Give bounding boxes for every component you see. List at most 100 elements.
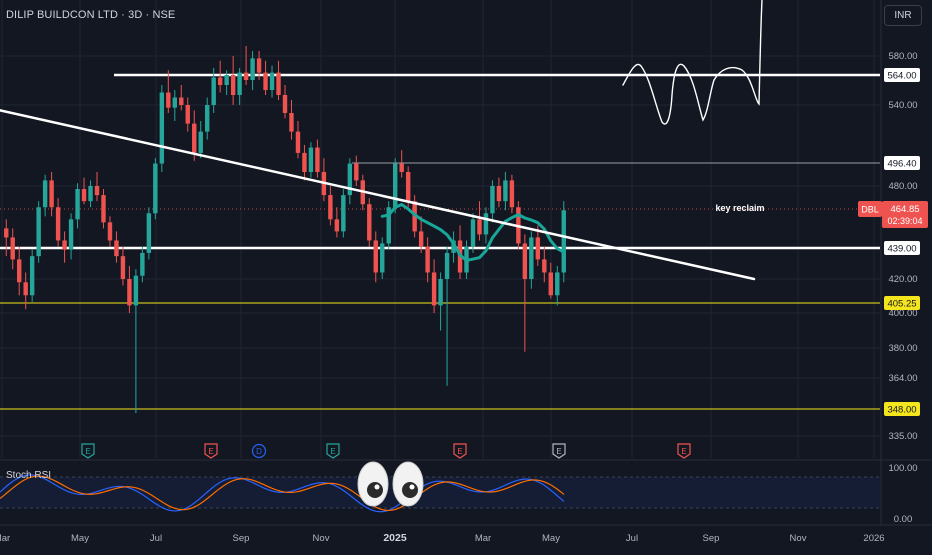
candle: [159, 85, 165, 172]
candle: [269, 65, 275, 98]
time-axis-tick: Mar: [475, 533, 491, 544]
time-axis: Mar May Jul Sep Nov 2025 Mar May Jul Sep Nov 2026: [0, 524, 932, 544]
candle-body: [192, 123, 197, 153]
candle: [535, 225, 541, 266]
candle: [509, 174, 515, 214]
candle-body: [68, 219, 74, 250]
candle: [380, 237, 385, 279]
candle: [477, 201, 482, 241]
candle-body: [4, 228, 9, 238]
candle-body: [269, 72, 275, 90]
candle-body: [198, 131, 203, 153]
candle-body: [153, 163, 158, 214]
candle-body: [75, 189, 80, 220]
candle: [185, 97, 190, 132]
candle: [451, 231, 456, 263]
candle-body: [120, 256, 126, 279]
candle: [243, 46, 249, 85]
candle: [315, 139, 320, 178]
currency-button[interactable]: INR: [884, 5, 922, 26]
candle: [237, 67, 242, 105]
candle: [263, 60, 268, 95]
candle-body: [477, 219, 482, 235]
candle: [172, 90, 177, 121]
event-label: E: [556, 447, 561, 456]
candle-body: [17, 259, 22, 283]
price-tag-bg: [884, 402, 920, 416]
candle: [75, 183, 80, 229]
event-label: E: [457, 447, 462, 456]
candle-body: [367, 204, 372, 241]
candle-body: [354, 163, 359, 181]
price-axis-tick: 540.00: [888, 100, 917, 111]
candle: [282, 85, 288, 119]
candle-body: [302, 152, 307, 172]
price-tag-bg: [884, 296, 920, 310]
price-axis-tick: 580.00: [888, 51, 917, 62]
candle-body: [418, 231, 424, 247]
price-tag-bg: [884, 68, 920, 82]
candle-body: [289, 112, 294, 132]
candle-body: [282, 95, 288, 113]
candle-body: [29, 256, 35, 296]
candle-body: [490, 186, 495, 214]
candle: [146, 207, 152, 260]
candle: [295, 120, 301, 159]
candle: [444, 246, 450, 386]
candle-body: [315, 147, 320, 172]
candle: [341, 189, 346, 238]
candle: [250, 51, 255, 90]
time-axis-tick: Jul: [150, 533, 162, 544]
hand-drawing: key reclaim: [622, 0, 765, 213]
candle-body: [159, 92, 165, 164]
candle: [62, 231, 67, 263]
time-axis-tick: May: [71, 533, 89, 544]
price-tag: 348.00: [887, 405, 916, 416]
event-badge: [81, 443, 95, 459]
price-axis: 580.00 540.00 480.00 420.00 400.00 380.00 364.…: [880, 0, 932, 550]
candle-body: [295, 131, 301, 153]
candle: [393, 158, 398, 214]
stoch-rsi-label: Stoch RSI: [6, 470, 52, 481]
time-axis-tick: 2026: [863, 533, 884, 544]
price-axis-tick: 335.00: [888, 431, 917, 442]
time-axis-tick: Jul: [626, 533, 638, 544]
eye-pupil: [367, 482, 383, 498]
candle: [224, 70, 229, 95]
price-tag: 496.40: [887, 159, 916, 170]
stoch-d-line: [0, 475, 565, 512]
chart-title: DILIP BUILDCON LTD · 3D · NSE: [6, 9, 176, 21]
time-axis-tick: Nov: [313, 533, 330, 544]
candle: [561, 201, 566, 283]
candle-body: [62, 240, 67, 250]
candle-body: [431, 272, 437, 306]
candle-body: [503, 180, 508, 202]
candle-body: [211, 77, 216, 105]
candle-body: [10, 237, 15, 260]
stoch-rsi-panel: 100.00 0.00: [0, 459, 932, 525]
candle-body: [217, 77, 223, 85]
candle: [55, 198, 61, 247]
price-tag: 564.00: [887, 71, 916, 82]
candle-body: [81, 189, 87, 202]
candle-body: [555, 272, 560, 296]
key-reclaim-label: key reclaim: [715, 203, 764, 213]
event-marker: E: [453, 443, 467, 459]
candle: [23, 272, 28, 310]
candle-body: [438, 279, 443, 306]
candle: [302, 144, 307, 181]
candle: [114, 231, 119, 263]
candle: [470, 213, 476, 253]
price-tags: 564.00 496.40 439.00 405.25 348.00 DBL 464.850…: [858, 68, 928, 416]
candle-body: [483, 213, 489, 235]
candle: [256, 51, 262, 80]
candle-body: [328, 195, 333, 220]
candle: [308, 142, 314, 178]
event-badge: [453, 443, 467, 459]
candle: [418, 216, 424, 253]
candle: [68, 213, 74, 260]
candle: [36, 201, 41, 263]
price-tag-bg: [884, 156, 920, 170]
countdown-value: 02:39:04: [887, 216, 922, 226]
candle-body: [276, 72, 281, 95]
